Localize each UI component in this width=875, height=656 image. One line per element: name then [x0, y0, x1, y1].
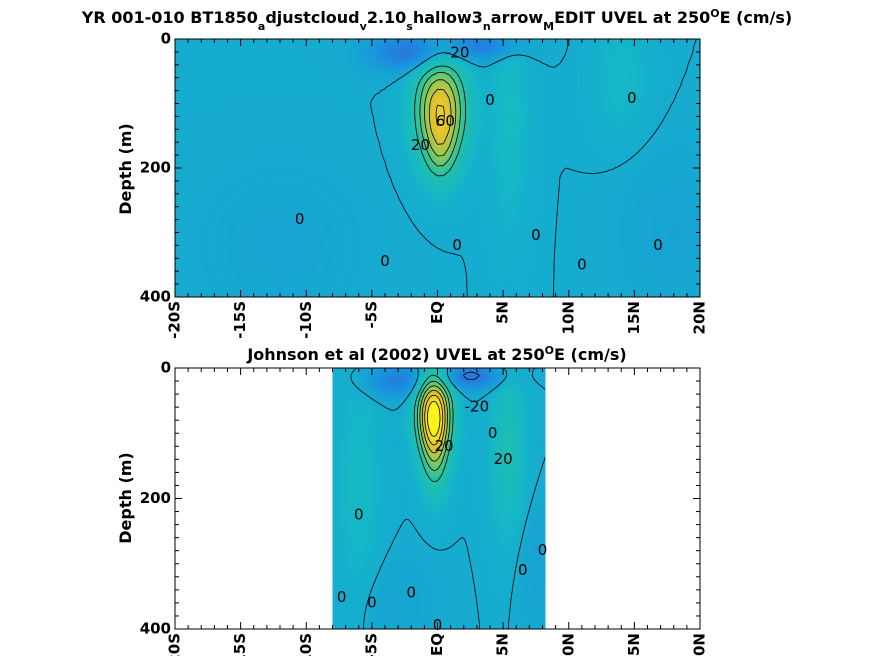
contour-label: 20 — [435, 437, 454, 455]
x-tick-label: 10N — [559, 633, 577, 656]
x-tick-label: -5S — [362, 301, 380, 328]
contour-label: 0 — [488, 424, 498, 442]
contour-label: -20 — [465, 398, 490, 416]
contour-line--20 — [463, 371, 480, 380]
top-panel-plot-area: -20 0 0 20 60 0 0 0 0 0 0 -20S -15S -10S -5S EQ 5N 10N 15N… — [140, 30, 709, 339]
x-tick-label: -20S — [166, 633, 184, 656]
contour-line-0 — [370, 38, 697, 298]
contour-label: 0 — [518, 561, 528, 579]
x-tick-label: -5S — [362, 633, 380, 656]
y-tick-label: 400 — [140, 620, 171, 638]
contour-label: 20 — [494, 450, 513, 468]
x-tick-label: -15S — [231, 301, 249, 339]
x-tick-label: 15N — [625, 301, 643, 334]
contour-label: 0 — [452, 236, 462, 254]
contour-line-40 — [419, 385, 448, 462]
contour-line-70 — [427, 400, 441, 437]
y-tick-label: 200 — [140, 159, 171, 177]
x-tick-label: 15N — [625, 633, 643, 656]
bottom-panel-ylabel: Depth (m) — [116, 452, 135, 544]
x-tick-label: -10S — [297, 301, 315, 339]
y-tick-label: 200 — [140, 489, 171, 507]
bottom-panel: Johnson et al (2002) UVEL at 250OE (cm/s… — [116, 344, 709, 656]
heatmap-field — [175, 39, 700, 297]
contour-line-40 — [424, 79, 457, 157]
x-tick-label: -15S — [231, 633, 249, 656]
contour-line-20 — [413, 374, 454, 483]
top-panel-ylabel: Depth (m) — [116, 123, 135, 215]
x-tick-label: EQ — [428, 301, 446, 324]
contour-line-60 — [435, 104, 445, 126]
x-tick-label: EQ — [428, 633, 446, 656]
contour-line-30 — [419, 71, 461, 167]
x-tick-label: 20N — [691, 301, 709, 334]
contour-label: 60 — [436, 112, 455, 130]
contour-label: 0 — [380, 252, 390, 270]
y-tick-label: 0 — [161, 359, 171, 377]
contour-line-20 — [414, 65, 466, 177]
heatmap-field — [332, 368, 546, 629]
x-tick-label: 5N — [494, 633, 512, 656]
contour-line-30 — [416, 380, 451, 471]
x-tick-label: 10N — [559, 301, 577, 334]
x-tick-label: -20S — [166, 301, 184, 339]
contour-label: 0 — [653, 236, 663, 254]
y-tick-label: 0 — [161, 30, 171, 48]
contour-label: 0 — [531, 226, 541, 244]
contour-label: 0 — [627, 89, 637, 107]
x-tick-label: 20N — [691, 633, 709, 656]
contour-label: -20 — [445, 44, 470, 62]
contour-label: 0 — [577, 255, 587, 273]
bottom-panel-title: Johnson et al (2002) UVEL at 250OE (cm/s… — [246, 344, 626, 365]
contour-label: 0 — [337, 588, 347, 606]
contour-label: 0 — [295, 210, 305, 228]
top-panel-title: YR 001-010 BT1850adjustcloudv2.10shallow… — [81, 7, 792, 33]
contour-line-60 — [424, 394, 444, 446]
contour-label: 0 — [367, 593, 377, 611]
contour-label: 0 — [538, 541, 548, 559]
top-panel: YR 001-010 BT1850adjustcloudv2.10shallow… — [81, 7, 792, 339]
contour-label: 0 — [354, 505, 364, 523]
contour-line-0 — [350, 367, 546, 630]
y-tick-label: 400 — [140, 288, 171, 306]
contour-line-50 — [428, 88, 452, 145]
x-tick-label: -10S — [297, 633, 315, 656]
contour-label: 0 — [406, 584, 416, 602]
x-tick-label: 5N — [494, 301, 512, 324]
contour-line-50 — [421, 389, 446, 454]
contour-label: 20 — [411, 136, 430, 154]
contour-label: 0 — [485, 91, 495, 109]
